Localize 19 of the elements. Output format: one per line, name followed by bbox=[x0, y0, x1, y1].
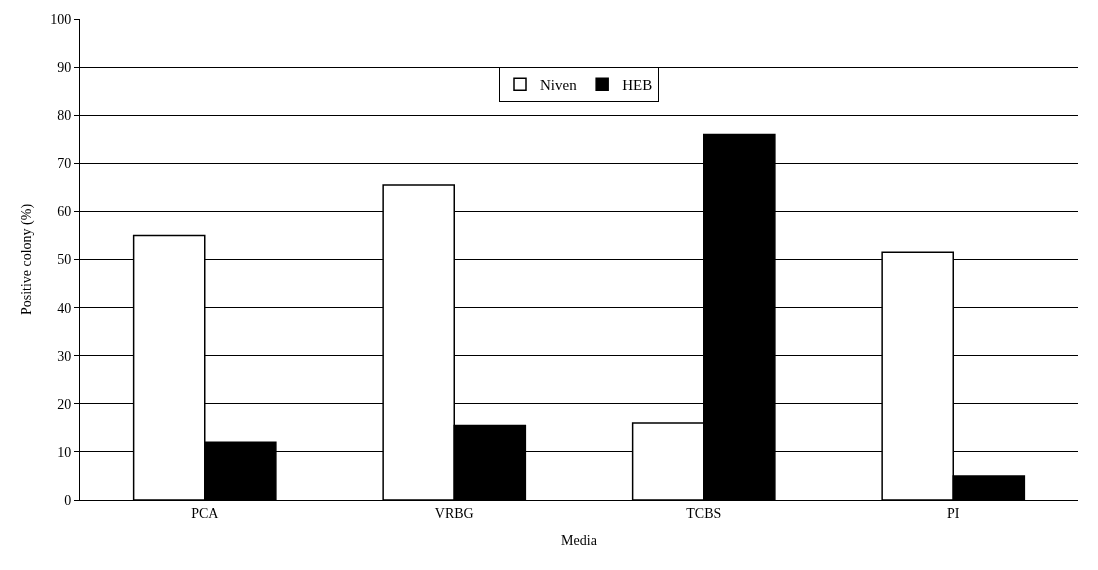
y-tick-label: 100 bbox=[50, 11, 72, 27]
y-tick-label: 80 bbox=[57, 108, 72, 124]
y-tick-label: 20 bbox=[57, 396, 72, 412]
y-tick-label: 40 bbox=[57, 300, 72, 316]
x-tick-label: TCBS bbox=[686, 505, 722, 521]
y-tick-label: 60 bbox=[57, 204, 72, 220]
legend-label: Niven bbox=[540, 77, 578, 94]
y-tick-label: 50 bbox=[57, 252, 72, 268]
y-tick-label: 70 bbox=[57, 156, 72, 172]
x-axis-title: Media bbox=[561, 533, 598, 549]
y-tick-label: 30 bbox=[57, 348, 72, 364]
y-tick-label: 10 bbox=[57, 444, 72, 460]
y-tick-label: 90 bbox=[57, 60, 72, 75]
y-tick-label: 0 bbox=[64, 492, 72, 508]
y-axis-title: Positive colony (%) bbox=[18, 203, 35, 316]
x-tick-label: PCA bbox=[191, 505, 220, 521]
x-tick-label: VRBG bbox=[434, 505, 474, 521]
legend-label: HEB bbox=[622, 77, 653, 94]
x-tick-label: PI bbox=[947, 505, 960, 521]
